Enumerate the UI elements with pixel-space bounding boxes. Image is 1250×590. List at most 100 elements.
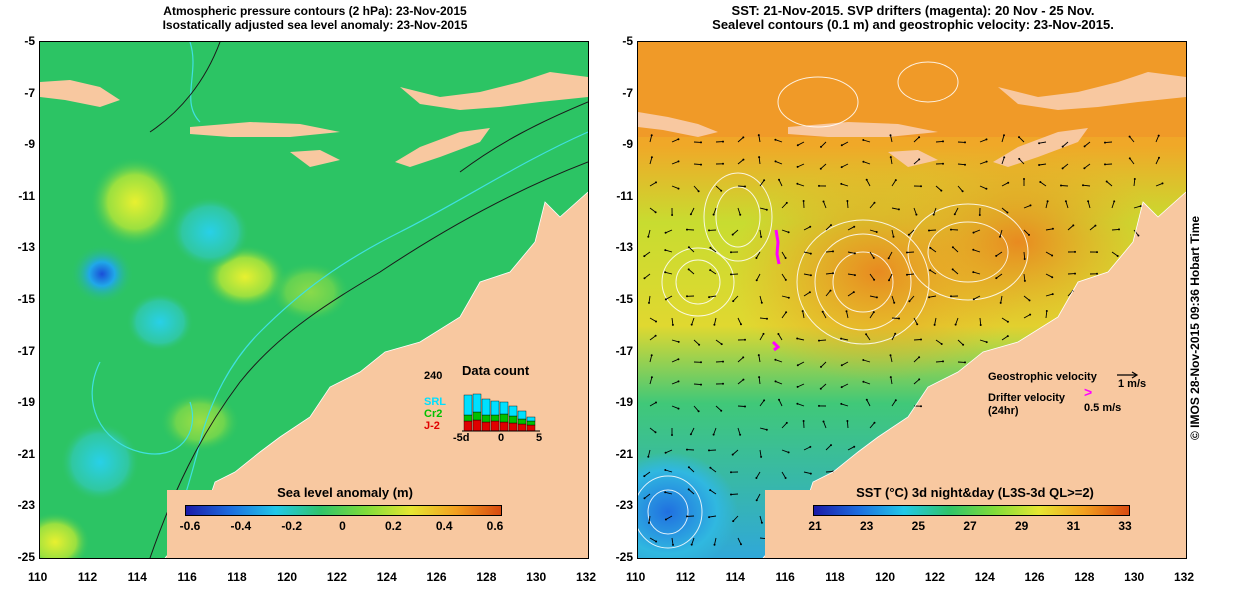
left-axes-frame — [39, 41, 589, 559]
right-y-tick: -25 — [615, 550, 633, 564]
right-y-tick: -13 — [615, 240, 633, 255]
northern-islands — [400, 72, 588, 110]
right-y-tick: -23 — [615, 498, 633, 513]
left-colorbar-tick: -0.2 — [281, 519, 302, 533]
imos-credit: © IMOS 28-Nov-2015 09:36 Hobart Time — [1188, 215, 1202, 440]
left-y-tick: -25 — [17, 550, 35, 564]
histogram-bar — [526, 424, 536, 432]
left-x-tick: 130 — [526, 570, 547, 584]
left-title: Atmospheric pressure contours (2 hPa): 2… — [40, 4, 590, 32]
left-x-tick: 110 — [28, 570, 48, 584]
right-y-tick: -15 — [615, 292, 633, 306]
left-x-tick: 124 — [376, 570, 397, 584]
australia-landmass — [165, 192, 588, 558]
histogram-bar — [499, 413, 509, 423]
histogram-bar — [481, 421, 491, 432]
right-x-tick: 126 — [1024, 570, 1045, 584]
data-count-sat-j2: J-2 — [424, 420, 440, 432]
histogram-bar — [472, 411, 482, 421]
data-count-title: Data count — [462, 363, 530, 378]
left-y-tick: -17 — [17, 343, 35, 358]
histogram-bar — [499, 401, 509, 415]
right-x-tick: 132 — [1174, 570, 1195, 584]
right-colorbar-tick: 23 — [859, 519, 874, 533]
data-count-histogram — [462, 393, 540, 432]
right-colorbar-tick: 33 — [1118, 519, 1132, 533]
pressure-contours — [149, 42, 588, 558]
data-count-tick-0: 0 — [498, 432, 505, 444]
left-map — [40, 42, 588, 558]
sumba-sst — [888, 150, 938, 167]
left-colorbar-tick: 0.6 — [486, 519, 504, 533]
left-y-tick: -19 — [17, 395, 35, 410]
sealevel-contours — [638, 61, 1029, 549]
right-x-tick: 116 — [775, 570, 795, 584]
drifter-velocity-legend-period: (24hr) — [988, 405, 1019, 417]
data-count-max: 240 — [424, 370, 443, 382]
right-y-tick: -21 — [615, 446, 633, 461]
right-colorbar-tick: 29 — [1014, 519, 1029, 533]
timor-island — [395, 128, 490, 167]
histogram-bar — [517, 423, 527, 432]
right-x-tick: 124 — [974, 570, 995, 584]
sumbawa-flores-sst — [788, 122, 938, 137]
left-x-tick: 122 — [326, 570, 347, 584]
timor-sst — [993, 128, 1088, 167]
sumbawa-flores-island — [190, 122, 340, 137]
left-x-tick: 114 — [127, 570, 147, 584]
java-island-sst — [638, 112, 718, 137]
left-title-line-1: Atmospheric pressure contours (2 hPa): 2… — [163, 4, 467, 18]
histogram-bar — [526, 416, 536, 422]
data-count-tick-neg5: -5d — [453, 432, 470, 444]
sumba-island — [290, 150, 340, 167]
left-colorbar-tick: 0 — [339, 519, 346, 533]
histogram-bar — [517, 410, 527, 420]
histogram-bar — [472, 393, 482, 413]
left-colorbar-tick: 0.4 — [435, 519, 453, 533]
histogram-bar — [517, 418, 527, 425]
data-count-tick-5: 5 — [536, 432, 543, 444]
drifter-velocity-legend-arrow: > — [1084, 384, 1093, 400]
left-y-tick: -13 — [17, 240, 35, 255]
left-y-tick: -5 — [24, 34, 35, 48]
sea-level-contours — [91, 42, 588, 543]
right-x-tick: 114 — [725, 570, 745, 584]
right-colorbar-tick: 21 — [808, 519, 822, 533]
histogram-bar — [490, 420, 500, 432]
right-y-tick: -5 — [622, 34, 633, 48]
left-colorbar-tick: -0.4 — [230, 519, 252, 533]
left-x-tick: 120 — [277, 570, 298, 584]
histogram-bar — [508, 405, 518, 417]
left-colorbar-tick: -0.6 — [179, 519, 201, 533]
left-y-tick: -15 — [17, 292, 35, 306]
left-y-tick: -23 — [17, 498, 35, 513]
histogram-bar — [526, 420, 536, 426]
right-x-tick: 130 — [1124, 570, 1145, 584]
right-x-tick: 118 — [825, 570, 845, 584]
data-count-sat-cr2: Cr2 — [424, 408, 443, 420]
right-y-tick: -9 — [622, 137, 633, 152]
drifter-velocity-legend-label: Drifter velocity — [988, 392, 1066, 404]
histogram-bar — [490, 414, 500, 422]
geostrophic-velocity-vectors — [643, 134, 1164, 546]
right-map — [638, 42, 1186, 558]
geo-velocity-legend-unit: 1 m/s — [1118, 378, 1147, 390]
histogram-bar — [508, 415, 518, 424]
geo-velocity-legend-label: Geostrophic velocity — [988, 371, 1097, 383]
histogram-bar — [463, 414, 473, 422]
right-title-line-1: SST: 21-Nov-2015. SVP drifters (magenta)… — [731, 3, 1095, 18]
northern-islands-sst — [998, 72, 1186, 110]
right-x-tick: 110 — [626, 570, 646, 584]
right-y-tick: -19 — [615, 395, 633, 410]
right-colorbar-tick: 25 — [911, 519, 925, 533]
right-x-tick: 112 — [675, 570, 696, 584]
drifter-track-1 — [774, 229, 781, 265]
left-y-tick: -7 — [24, 85, 35, 100]
left-x-tick: 112 — [77, 570, 98, 584]
australia-landmass-sst — [763, 192, 1186, 558]
left-x-tick: 126 — [426, 570, 447, 584]
left-colorbar-tick: 0.2 — [384, 519, 402, 533]
right-colorbar — [813, 505, 1130, 516]
right-colorbar-tick: 27 — [963, 519, 977, 533]
right-x-tick: 122 — [924, 570, 945, 584]
